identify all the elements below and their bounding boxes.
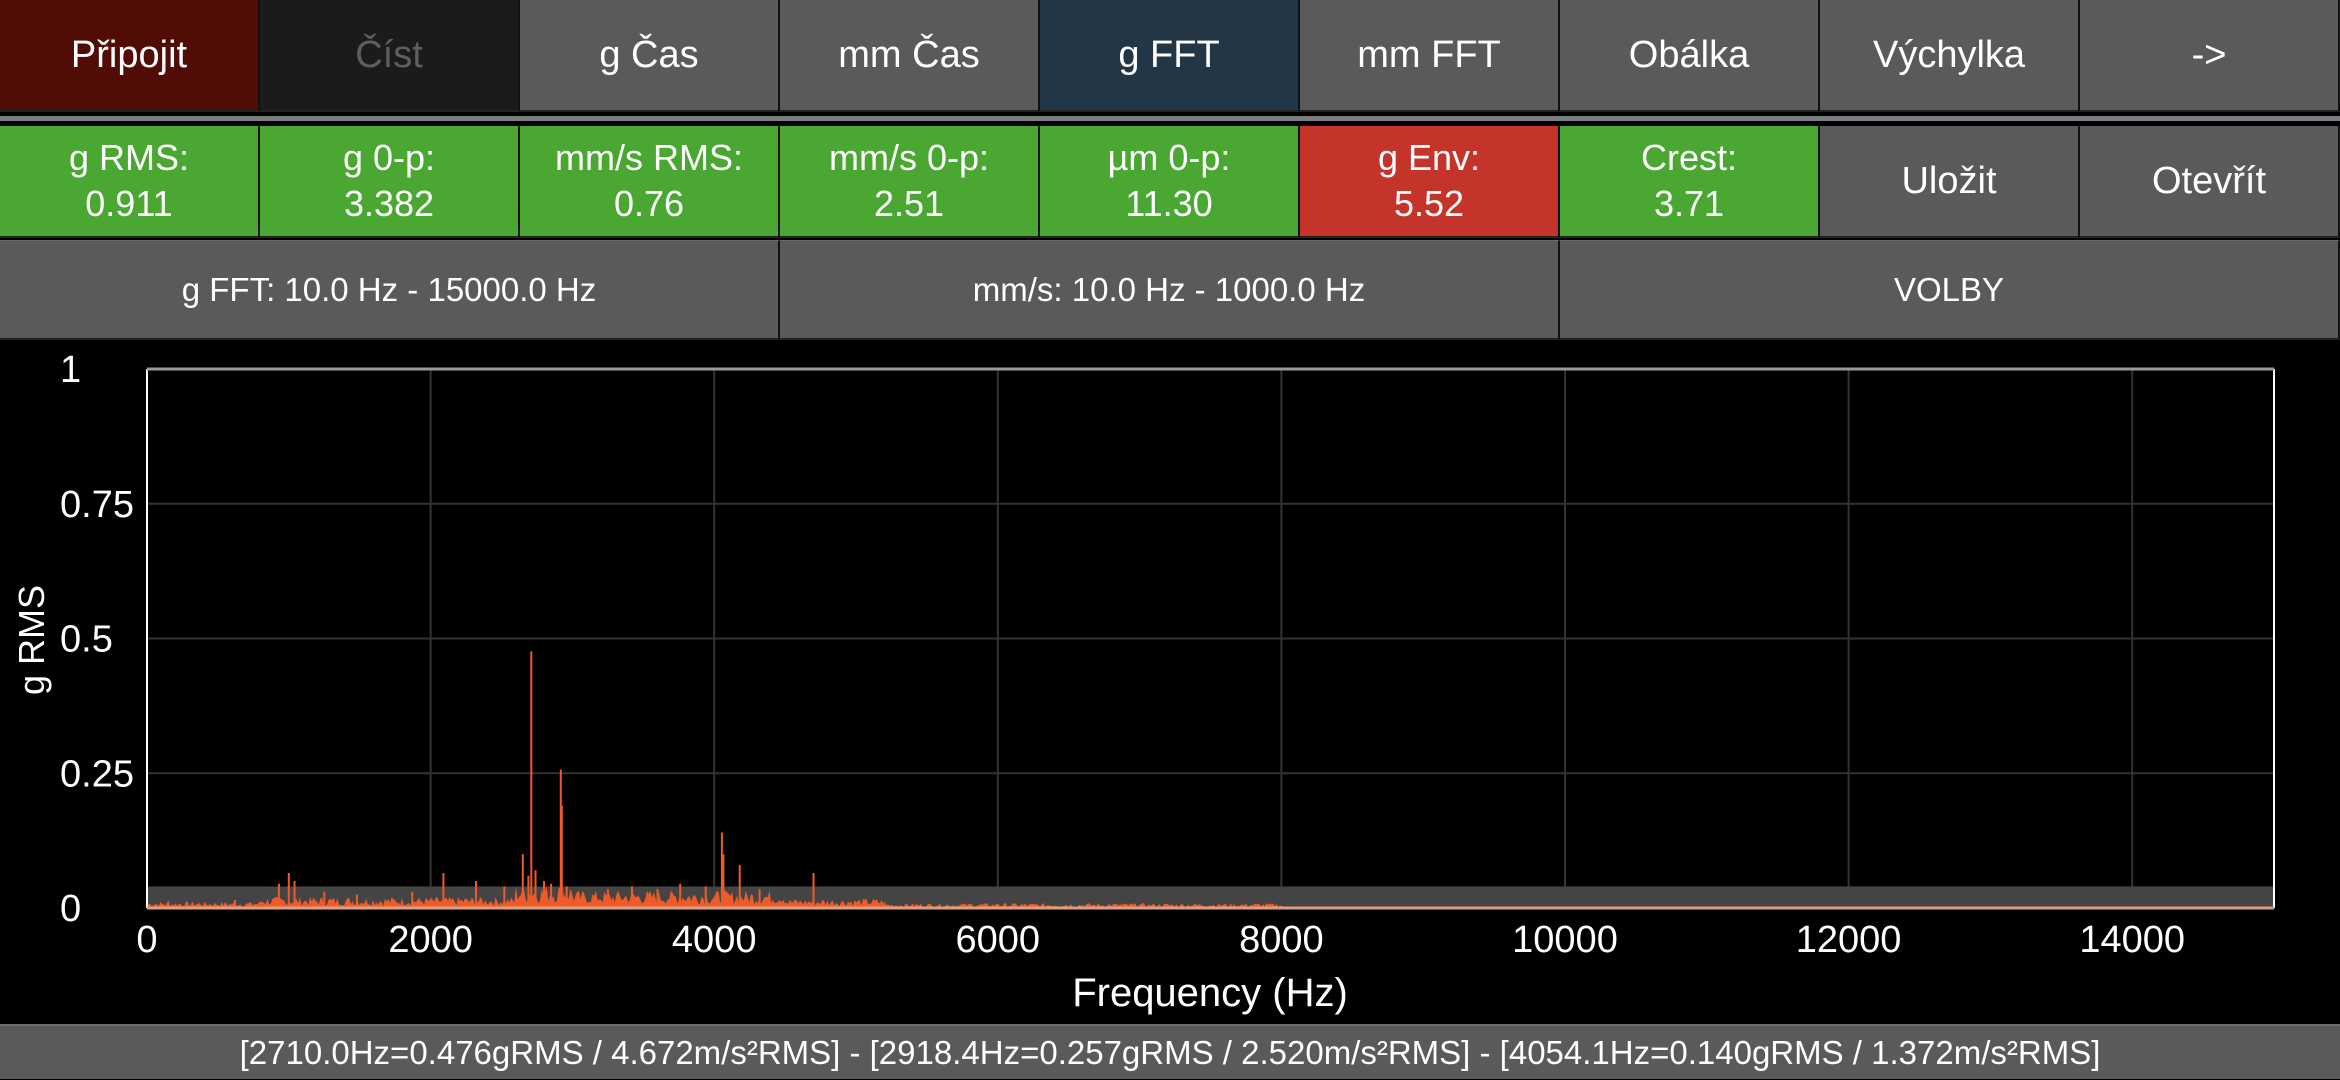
stat-label: g RMS:: [68, 137, 190, 178]
stat-crest: Crest: 3.71: [1560, 126, 1820, 238]
g-fft-button[interactable]: g FFT: [1040, 0, 1300, 112]
svg-text:0: 0: [136, 919, 157, 961]
svg-text:0: 0: [60, 888, 81, 930]
range-row: g FFT: 10.0 Hz - 15000.0 Hz mm/s: 10.0 H…: [0, 240, 2340, 340]
svg-text:1: 1: [60, 349, 81, 391]
envelope-button[interactable]: Obálka: [1560, 0, 1820, 112]
stat-value: 3.382: [343, 183, 435, 224]
svg-text:0.25: 0.25: [60, 753, 134, 795]
open-button[interactable]: Otevřít: [2080, 126, 2340, 238]
svg-text:0.75: 0.75: [60, 484, 134, 526]
svg-text:6000: 6000: [956, 919, 1041, 961]
peaks-status-bar: [2710.0Hz=0.476gRMS / 4.672m/s²RMS] - [2…: [0, 1024, 2340, 1079]
toolbar-divider: [0, 116, 2340, 121]
fft-chart[interactable]: 0 0.25 0.5 0.75 1 0 2000 4000 6000 8000 10000 1200…: [0, 340, 2340, 1024]
stat-label: g Env:: [1377, 137, 1481, 178]
stat-g-0p: g 0-p: 3.382: [260, 126, 520, 238]
stat-label: mm/s 0-p:: [828, 137, 989, 178]
stat-g-rms: g RMS: 0.911: [0, 126, 260, 238]
mm-time-button[interactable]: mm Čas: [780, 0, 1040, 112]
mm-fft-button[interactable]: mm FFT: [1300, 0, 1560, 112]
svg-text:2000: 2000: [388, 919, 473, 961]
stat-value: 0.76: [613, 183, 685, 224]
stat-value: 0.911: [85, 183, 173, 224]
stats-row: g RMS: 0.911 g 0-p: 3.382 mm/s RMS: 0.76…: [0, 126, 2340, 238]
svg-text:10000: 10000: [1512, 919, 1618, 961]
chart-grid: [147, 369, 2274, 908]
svg-text:12000: 12000: [1796, 919, 1902, 961]
fft-noise-floor: [147, 885, 2274, 908]
fft-trace: [167, 651, 1283, 908]
svg-text:14000: 14000: [2079, 919, 2185, 961]
y-tick-labels: 0 0.25 0.5 0.75 1: [60, 349, 134, 930]
save-button[interactable]: Uložit: [1820, 126, 2080, 238]
stat-um-0p: µm 0-p: 11.30: [1040, 126, 1300, 238]
stat-value: 11.30: [1125, 183, 1213, 224]
mode-toolbar: Připojit Číst g Čas mm Čas g FFT mm FFT …: [0, 0, 2340, 112]
svg-text:8000: 8000: [1239, 919, 1324, 961]
stat-mms-0p: mm/s 0-p: 2.51: [780, 126, 1040, 238]
mms-range-button[interactable]: mm/s: 10.0 Hz - 1000.0 Hz: [780, 240, 1560, 340]
stat-mms-rms: mm/s RMS: 0.76: [520, 126, 780, 238]
options-button[interactable]: VOLBY: [1560, 240, 2340, 340]
stat-label: g 0-p:: [342, 137, 436, 178]
x-axis-label: Frequency (Hz): [1072, 971, 1348, 1015]
svg-text:0.5: 0.5: [60, 619, 113, 661]
read-button[interactable]: Číst: [260, 0, 520, 112]
displacement-button[interactable]: Výchylka: [1820, 0, 2080, 112]
stat-label: Crest:: [1640, 137, 1737, 178]
x-tick-labels: 0 2000 4000 6000 8000 10000 12000 14000: [136, 919, 2185, 961]
g-time-button[interactable]: g Čas: [520, 0, 780, 112]
stat-value: 3.71: [1653, 183, 1725, 224]
stat-label: mm/s RMS:: [555, 137, 743, 178]
stat-label: µm 0-p:: [1107, 137, 1231, 178]
next-arrow-button[interactable]: ->: [2080, 0, 2340, 112]
y-axis-label: g RMS: [11, 585, 52, 695]
stat-value: 5.52: [1393, 183, 1465, 224]
connect-button[interactable]: Připojit: [0, 0, 260, 112]
stat-value: 2.51: [873, 183, 945, 224]
g-fft-range-button[interactable]: g FFT: 10.0 Hz - 15000.0 Hz: [0, 240, 780, 340]
stat-g-env: g Env: 5.52: [1300, 126, 1560, 238]
peaks-text: [2710.0Hz=0.476gRMS / 4.672m/s²RMS] - [2…: [239, 1033, 2101, 1071]
svg-text:4000: 4000: [672, 919, 757, 961]
